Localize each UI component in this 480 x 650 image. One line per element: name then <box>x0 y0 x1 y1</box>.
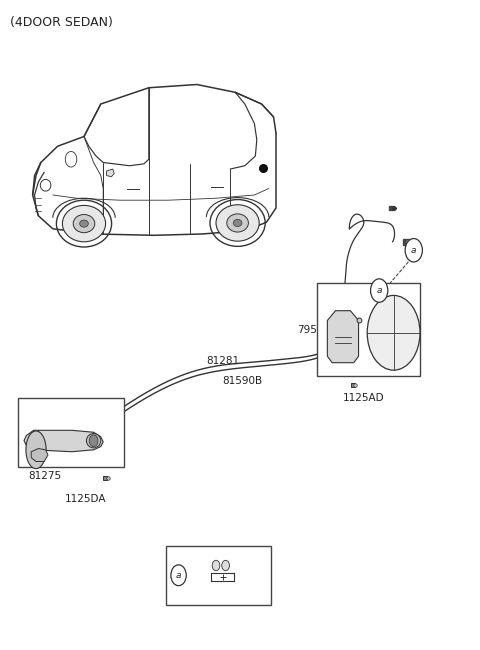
Ellipse shape <box>86 434 101 448</box>
Ellipse shape <box>233 220 242 226</box>
Ellipse shape <box>80 220 88 227</box>
Text: 79552: 79552 <box>297 325 330 335</box>
Ellipse shape <box>367 295 420 370</box>
Polygon shape <box>327 311 359 363</box>
Ellipse shape <box>73 214 95 233</box>
FancyBboxPatch shape <box>317 283 420 376</box>
Ellipse shape <box>62 205 106 242</box>
Circle shape <box>212 560 220 571</box>
Text: a: a <box>176 571 181 580</box>
Text: 81275: 81275 <box>28 471 61 480</box>
Ellipse shape <box>227 214 249 232</box>
Circle shape <box>371 279 388 302</box>
Text: 81570A: 81570A <box>65 398 105 408</box>
Text: a: a <box>376 286 382 295</box>
Text: 81199: 81199 <box>211 568 244 578</box>
Text: (4DOOR SEDAN): (4DOOR SEDAN) <box>10 16 112 29</box>
Text: 81590B: 81590B <box>222 376 262 386</box>
Text: 1125AD: 1125AD <box>343 393 385 403</box>
FancyBboxPatch shape <box>166 546 271 604</box>
Polygon shape <box>24 430 103 452</box>
Circle shape <box>222 560 229 571</box>
Circle shape <box>171 565 186 586</box>
Ellipse shape <box>216 205 259 241</box>
Circle shape <box>89 435 98 447</box>
Ellipse shape <box>26 431 46 469</box>
Text: a: a <box>411 246 417 255</box>
Circle shape <box>405 239 422 262</box>
Text: 87551: 87551 <box>318 307 351 317</box>
Text: 69510: 69510 <box>329 291 362 300</box>
Text: 81281: 81281 <box>206 356 240 366</box>
Text: 81575: 81575 <box>28 438 61 448</box>
Polygon shape <box>31 448 48 461</box>
Polygon shape <box>107 169 114 177</box>
Text: 1125DA: 1125DA <box>65 494 106 504</box>
FancyBboxPatch shape <box>18 398 124 467</box>
